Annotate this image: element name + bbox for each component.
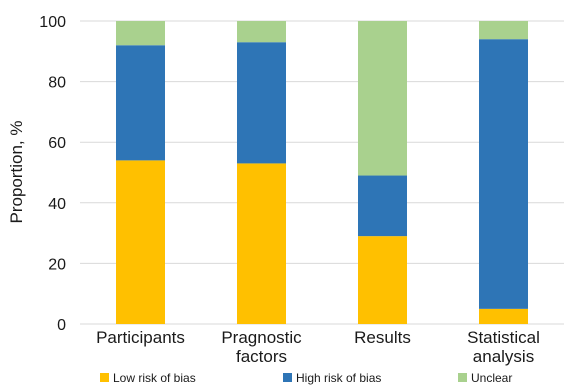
legend-swatch [283, 373, 292, 382]
y-tick-label: 80 [48, 75, 66, 92]
x-category-label: Results [354, 328, 411, 347]
y-tick-label: 60 [48, 135, 66, 152]
y-tick-label: 0 [57, 317, 66, 334]
legend: Low risk of bias High risk of bias Unclear [100, 371, 512, 385]
bar-segment [479, 308, 528, 324]
y-tick-label: 100 [39, 14, 66, 31]
bar-segment [116, 45, 165, 161]
legend-swatch [458, 373, 467, 382]
bar-segment [237, 21, 286, 43]
y-tick-label: 40 [48, 196, 66, 213]
bar-segment [358, 236, 407, 324]
x-category-label: factors [236, 347, 287, 366]
legend-label: Unclear [471, 371, 512, 385]
bar-segment [237, 163, 286, 324]
legend-swatch [100, 373, 109, 382]
bar-segment [479, 21, 528, 40]
legend-label: Low risk of bias [113, 371, 196, 385]
bar-segment [358, 175, 407, 237]
legend-label: High risk of bias [296, 371, 381, 385]
bar-segment [116, 21, 165, 46]
y-axis-title: Proportion, % [7, 121, 26, 224]
x-category-label: Statistical [467, 328, 540, 347]
bars [116, 21, 528, 324]
bar-segment [358, 21, 407, 176]
x-category-label: Participants [96, 328, 185, 347]
y-tick-label: 20 [48, 256, 66, 273]
bar-segment [479, 39, 528, 309]
bar-segment [237, 42, 286, 164]
bar-segment [116, 160, 165, 324]
y-tick-labels: 0 20 40 60 80 100 [39, 14, 66, 334]
x-category-label: Pragnostic [221, 328, 302, 347]
x-category-label: analysis [473, 347, 534, 366]
